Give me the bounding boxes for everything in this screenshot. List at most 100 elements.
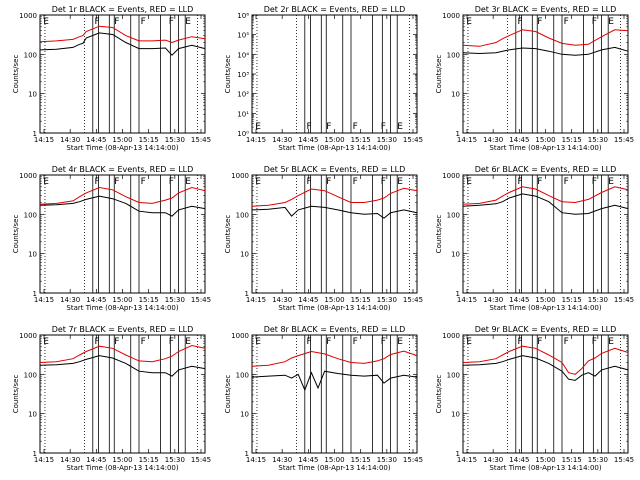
panel-det-8: Det 8r BLACK = Events, RED = LLD 1 10 100 10… [224,325,423,472]
flag-label: F [381,177,386,187]
panel-det-1: Det 1r BLACK = Events, RED = LLD 1 10 100 10… [12,5,211,152]
x-tick-label: 15:15 [351,456,371,464]
y-tick-label: 1 [456,450,460,458]
flag-label: E [608,177,614,187]
y-tick-label: 10³ [237,71,249,79]
lld-series-line [39,25,206,44]
x-tick-label: 14:45 [86,456,106,464]
events-series-line [39,32,206,56]
plot-frame [39,334,206,454]
y-axis-label: Counts/sec [224,55,232,94]
x-tick-label: 15:15 [562,136,582,144]
lld-series-line [251,187,418,207]
flag-label: F [537,337,542,347]
x-axis-label: Start Time (08-Apr-13 14:14:00) [489,144,601,152]
x-tick-label: 15:30 [377,296,397,304]
x-tick-label: 14:30 [272,456,292,464]
flag-label: F [141,17,146,27]
flag-label: F [517,17,522,27]
x-tick-label: 15:00 [324,456,344,464]
y-axis-label: Counts/sec [12,55,20,94]
x-tick-label: 15:00 [324,296,344,304]
x-tick-label: 14:45 [298,136,318,144]
events-series-line [462,193,629,215]
flag-label: F [169,337,174,347]
flag-label: F [381,122,386,132]
events-series-line [39,355,206,377]
chart-title: Det 6r BLACK = Events, RED = LLD [475,165,617,174]
x-tick-label: 15:15 [562,296,582,304]
x-axis-label: Start Time (08-Apr-13 14:14:00) [278,144,390,152]
x-tick-label: 15:00 [535,136,555,144]
flag-label: E [255,122,261,132]
y-tick-label: 100 [24,51,37,59]
y-tick-label: 10 [28,411,37,419]
lld-series-line [39,186,206,205]
y-axis-label: Counts/sec [224,215,232,254]
x-tick-label: 15:00 [324,136,344,144]
y-tick-label: 1 [456,290,460,298]
flag-label: E [185,177,191,187]
y-tick-label: 1000 [231,172,249,180]
y-tick-label: 10⁰ [237,130,249,138]
y-tick-label: 10⁴ [237,51,249,59]
y-tick-label: 1 [245,450,249,458]
chart-title: Det 9r BLACK = Events, RED = LLD [475,325,617,334]
x-tick-label: 14:45 [509,456,529,464]
flag-label: F [517,177,522,187]
flag-label: E [43,17,49,27]
panel-det-6: Det 6r BLACK = Events, RED = LLD 1 10 100 10… [435,165,634,312]
flag-label: F [537,17,542,27]
flag-label: F [564,177,569,187]
x-tick-label: 14:15 [246,296,266,304]
chart-title: Det 4r BLACK = Events, RED = LLD [52,165,194,174]
lld-series-line [462,186,629,205]
x-tick-label: 15:30 [377,456,397,464]
y-tick-label: 1 [456,130,460,138]
flag-label: F [592,337,597,347]
x-tick-label: 15:00 [535,456,555,464]
plot-frame [39,14,206,134]
y-tick-label: 10 [28,91,37,99]
flag-label: E [185,337,191,347]
x-tick-label: 14:30 [60,136,80,144]
flag-label: F [114,17,119,27]
lld-series-line [462,29,629,47]
y-tick-label: 100 [236,371,249,379]
y-tick-label: 10 [451,91,460,99]
x-tick-label: 14:45 [509,136,529,144]
flag-label: F [169,177,174,187]
y-tick-label: 100 [236,211,249,219]
chart-title: Det 2r BLACK = Events, RED = LLD [264,5,406,14]
y-tick-label: 1000 [231,332,249,340]
y-tick-label: 10⁵ [237,32,249,40]
x-axis-label: Start Time (08-Apr-13 14:14:00) [66,304,178,312]
y-axis-label: Counts/sec [12,375,20,414]
y-tick-label: 100 [24,371,37,379]
flag-label: E [397,337,403,347]
panel-det-9: Det 9r BLACK = Events, RED = LLD 1 10 100 10… [435,325,634,472]
events-series-line [251,205,418,219]
x-tick-label: 15:45 [191,136,211,144]
y-tick-label: 1000 [442,332,460,340]
x-tick-label: 14:30 [483,296,503,304]
flag-label: E [43,337,49,347]
flag-label: E [608,337,614,347]
x-tick-label: 14:45 [86,296,106,304]
flag-label: F [353,337,358,347]
y-tick-label: 100 [447,51,460,59]
x-tick-label: 15:15 [351,296,371,304]
flag-label: F [353,177,358,187]
y-tick-label: 100 [447,211,460,219]
x-tick-label: 15:45 [191,296,211,304]
plot-frame [462,174,629,294]
x-tick-label: 15:45 [403,136,423,144]
y-axis-label: Counts/sec [435,375,443,414]
x-tick-label: 15:00 [112,136,132,144]
x-tick-label: 15:15 [139,136,159,144]
panel-det-4: Det 4r BLACK = Events, RED = LLD 1 10 100 10… [12,165,211,312]
flag-label: E [43,177,49,187]
flag-label: F [537,177,542,187]
flag-label: F [169,17,174,27]
